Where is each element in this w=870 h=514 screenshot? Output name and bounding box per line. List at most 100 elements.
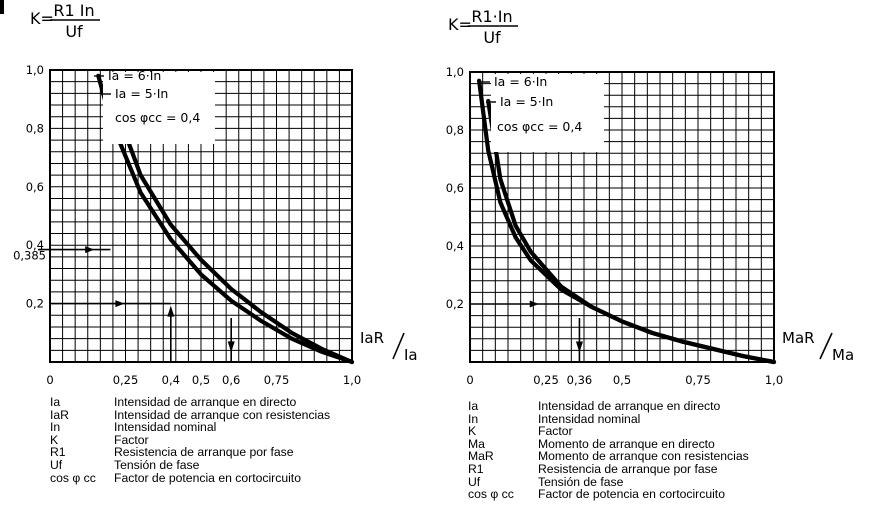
legend-abbr: cos φ cc (50, 470, 96, 485)
guide-arrow (115, 300, 125, 308)
series-line (486, 98, 777, 365)
legend-left: Ia Intensidad de arranque en directo IaR In… (50, 396, 330, 484)
legend-abbr: R1 (468, 461, 484, 476)
x-tick-label: 0,5 (192, 373, 210, 387)
series-annotation: cos φcc = 0,4 (497, 119, 582, 134)
legend-description: Factor (538, 424, 573, 439)
guide-arrow (85, 246, 95, 254)
y-tick-label: 1,0 (446, 65, 464, 79)
y-tick-label: 0,4 (26, 238, 44, 252)
legend-row: In Intensidad nominal (468, 411, 749, 426)
legend-description: Tensión de fase (538, 474, 624, 489)
legend-abbr: Ma (468, 436, 485, 451)
axis-label-numerator: IaR (360, 329, 384, 347)
x-tick-label: 1,0 (343, 373, 361, 387)
plot-frame (469, 71, 775, 363)
chart-2: 0 0,25 0,36 0,5 0,75 1,0 1,0 0,8 0,6 0,4 0,2 K= R1·I… (446, 7, 854, 387)
annotation-backdrop (491, 74, 604, 152)
formula-prefix: K= (448, 15, 472, 34)
y-tick-label: 0,2 (26, 297, 44, 311)
axis-label-numerator: MaR (782, 329, 815, 347)
formula-numerator: R1 In (53, 1, 94, 20)
legend-description: Intensidad de arranque con resistencias (114, 407, 331, 422)
legend-row: K Factor (50, 434, 330, 447)
legend-abbr: K (50, 432, 59, 447)
x-tick-label: 0,25 (113, 373, 139, 387)
legend-abbr: K (468, 424, 477, 439)
legend-abbr: R1 (50, 445, 66, 460)
y-tick-label: 0,8 (26, 121, 44, 135)
x-tick-label: 0,75 (685, 373, 711, 387)
y-tick-label: 0,385 (13, 249, 46, 263)
series-annotation: Ia = 5·In (115, 86, 168, 101)
legend-abbr: Ia (468, 399, 479, 413)
axis-label-slash (392, 332, 405, 360)
y-tick-label: 0,6 (26, 180, 44, 194)
legend-abbr: Uf (468, 474, 481, 489)
x-tick-label: 0,36 (567, 373, 593, 387)
axis-label-slash (819, 332, 833, 360)
series-annotation: Ia = 6·In (494, 74, 547, 89)
y-tick-label: 1,0 (26, 63, 44, 77)
legend-description: Tensión de fase (114, 457, 200, 472)
legend-row: R1 Resistencia de arranque por fase (50, 446, 330, 459)
legend-description: Intensidad de arranque en directo (538, 399, 721, 413)
legend-row: cos φ cc Factor de potencia en cortocircu… (468, 488, 749, 501)
legend-row: Ia Intensidad de arranque en directo (50, 396, 330, 409)
legend-description: Momento de arranque con resistencias (538, 449, 749, 464)
x-tick-label: 1,0 (765, 373, 783, 387)
legend-abbr: cos φ cc (468, 487, 514, 502)
legend-description: Momento de arranque en directo (538, 436, 715, 451)
formula-prefix: K= (30, 9, 54, 28)
formula-denominator: Uf (483, 28, 501, 47)
x-tick-label: 0 (466, 373, 473, 387)
legend-abbr: In (468, 411, 479, 426)
legend-description: Factor de potencia en cortocircuito (114, 470, 301, 485)
x-tick-label: 0 (46, 373, 53, 387)
legend-right: Ia Intensidad de arranque en directo In Int… (468, 400, 749, 501)
legend-abbr: MaR (468, 449, 494, 464)
formula-denominator: Uf (65, 22, 83, 41)
legend-description: Factor de potencia en cortocircuito (538, 487, 725, 502)
legend-row: In Intensidad nominal (50, 421, 330, 434)
y-tick-label: 0,6 (446, 181, 464, 195)
legend-abbr: IaR (50, 407, 69, 422)
x-tick-label: 0,75 (264, 373, 290, 387)
legend-description: Intensidad de arranque en directo (114, 395, 297, 409)
formula-numerator: R1·In (471, 7, 512, 26)
legend-description: Factor (114, 432, 149, 447)
legend-row: K Factor (468, 425, 749, 438)
marker-arrow (167, 305, 175, 317)
y-tick-label: 0,2 (446, 297, 464, 311)
chart-1: 0 0,25 0,4 0,5 0,6 0,75 1,01,00,80,60,40,3850,… (13, 1, 418, 387)
x-tick-label: 0,5 (613, 373, 631, 387)
legend-description: Resistencia de arranque por fase (114, 445, 294, 460)
legend-row: Ia Intensidad de arranque en directo (468, 400, 749, 413)
legend-description: Intensidad nominal (538, 411, 641, 426)
guide-arrow (529, 300, 539, 308)
legend-row: Uf Tensión de fase (50, 459, 330, 472)
x-tick-label: 0,25 (533, 373, 559, 387)
legend-description: Resistencia de arranque por fase (538, 461, 718, 476)
x-tick-label: 0,4 (162, 373, 180, 387)
series-annotation: Ia = 6·In (108, 68, 161, 83)
plot-frame (49, 69, 353, 363)
legend-abbr: Uf (50, 457, 63, 472)
legend-abbr: In (50, 420, 61, 435)
legend-row: Ma Momento de arranque en directo (468, 438, 749, 451)
corner-mark (0, 0, 4, 14)
axis-label-denominator: Ma (832, 346, 854, 364)
y-tick-label: 0,8 (446, 123, 464, 137)
series-line (108, 91, 355, 365)
legend-row: IaR Intensidad de arranque con resistenci… (50, 407, 331, 422)
marker-arrow (227, 341, 235, 353)
series-annotation: Ia = 5·In (500, 94, 553, 109)
series-annotation: cos φcc = 0,4 (115, 110, 200, 125)
legend-row: MaR Momento de arranque con resistencias (468, 450, 749, 463)
marker-arrow (575, 341, 583, 353)
series-line (96, 73, 355, 365)
legend-row: R1 Resistencia de arranque por fase (468, 463, 749, 476)
legend-row: Uf Tensión de fase (468, 474, 749, 489)
x-tick-label: 0,6 (222, 373, 240, 387)
